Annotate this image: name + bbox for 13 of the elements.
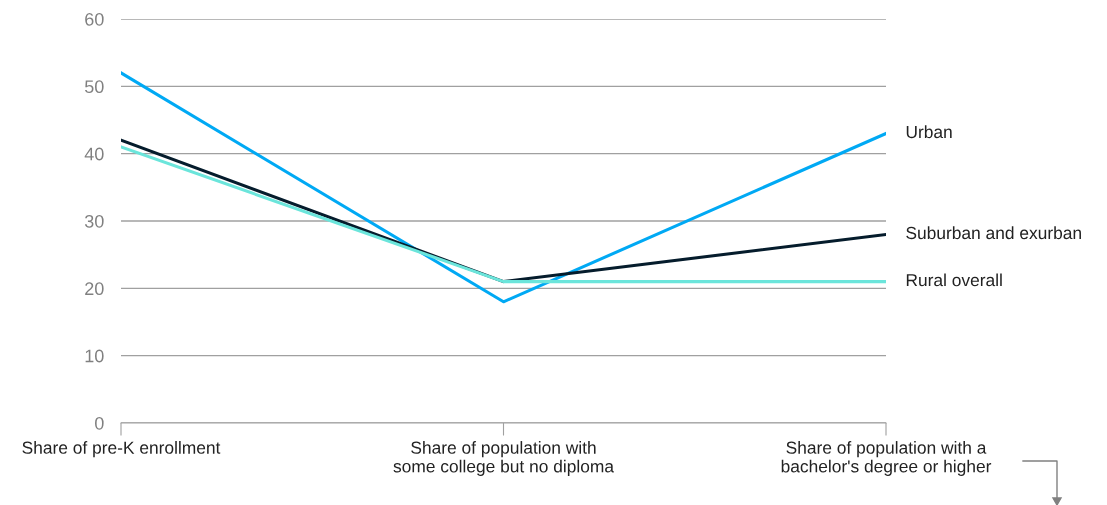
y-tick-label: 30 [84,214,104,228]
series-label: Suburban and exurban [906,226,1081,240]
series-label: Rural overall [906,273,1002,287]
y-tick-label: 0 [95,416,104,430]
y-tick-label: 60 [85,12,104,26]
y-tick-label: 20 [85,282,104,296]
x-tick-label: Share of pre-K enrollment [22,441,221,458]
y-tick-label: 10 [85,349,104,363]
x-tick-label: Share of population with a bachelor's degree or higher [781,441,992,476]
y-tick-label: 50 [84,80,104,94]
x-tick-label: Share of population with some college but no diploma [393,441,615,476]
series-label: Urban [906,125,952,139]
y-tick-label: 40 [84,147,104,161]
